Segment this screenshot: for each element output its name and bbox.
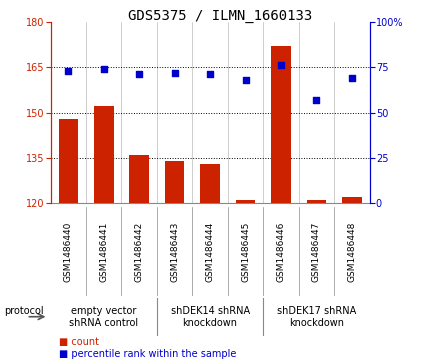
- Text: shDEK17 shRNA
knockdown: shDEK17 shRNA knockdown: [277, 306, 356, 327]
- Bar: [307, 200, 326, 203]
- Point: [207, 72, 214, 77]
- Text: GSM1486448: GSM1486448: [347, 221, 356, 282]
- Point: [171, 70, 178, 76]
- Bar: [59, 119, 78, 203]
- Point: [100, 66, 107, 72]
- Text: GSM1486443: GSM1486443: [170, 221, 179, 282]
- Point: [348, 75, 356, 81]
- Point: [136, 72, 143, 77]
- Text: shDEK14 shRNA
knockdown: shDEK14 shRNA knockdown: [171, 306, 249, 327]
- Point: [313, 97, 320, 103]
- Bar: [94, 106, 114, 203]
- Text: GSM1486441: GSM1486441: [99, 221, 108, 282]
- Text: GSM1486446: GSM1486446: [276, 221, 286, 282]
- Text: GSM1486445: GSM1486445: [241, 221, 250, 282]
- Bar: [236, 200, 255, 203]
- Bar: [342, 197, 362, 203]
- Bar: [271, 46, 291, 203]
- Text: GDS5375 / ILMN_1660133: GDS5375 / ILMN_1660133: [128, 9, 312, 23]
- Text: GSM1486442: GSM1486442: [135, 221, 144, 281]
- Text: GSM1486444: GSM1486444: [205, 221, 215, 281]
- Point: [278, 62, 285, 68]
- Bar: [129, 155, 149, 203]
- Text: empty vector
shRNA control: empty vector shRNA control: [69, 306, 138, 327]
- Point: [242, 77, 249, 83]
- Point: [65, 68, 72, 74]
- Text: GSM1486447: GSM1486447: [312, 221, 321, 282]
- Text: GSM1486440: GSM1486440: [64, 221, 73, 282]
- Text: ■ percentile rank within the sample: ■ percentile rank within the sample: [59, 349, 237, 359]
- Text: protocol: protocol: [4, 306, 44, 316]
- Text: ■ count: ■ count: [59, 337, 99, 347]
- Bar: [200, 164, 220, 203]
- Bar: [165, 161, 184, 203]
